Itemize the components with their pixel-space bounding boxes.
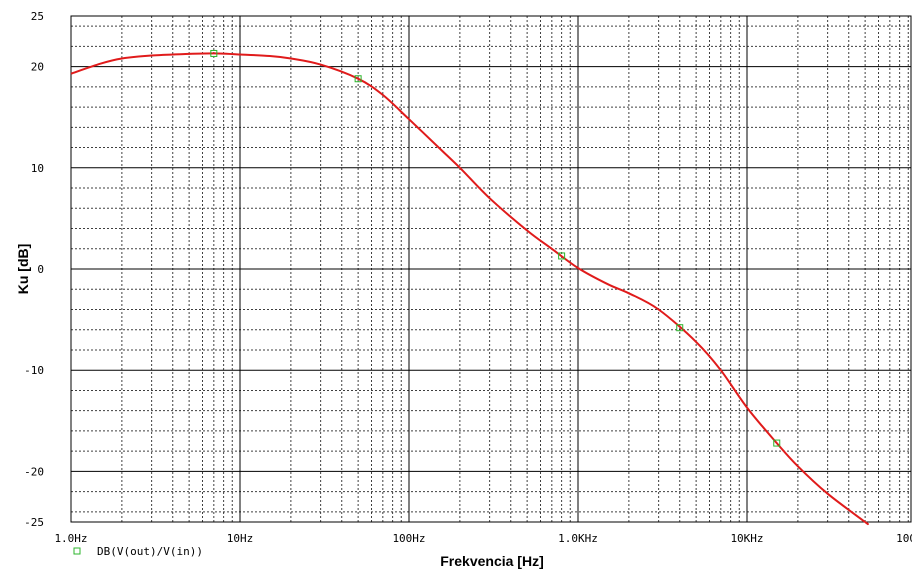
plot-frame (70, 15, 912, 523)
series-marker (773, 439, 781, 447)
major-grid (71, 16, 911, 522)
x-tick-labels: 1.0Hz 10Hz 100Hz 1.0KHz 10KHz 100KHz (54, 532, 912, 545)
y-tick-label: -25 (24, 516, 44, 529)
legend-marker-icon (73, 547, 81, 555)
y-tick-label: 25 (31, 10, 44, 23)
x-axis-label: Frekvencia [Hz] (440, 553, 543, 569)
x-tick-label: 100KHz (896, 532, 912, 545)
legend: DB(V(out)/V(in)) (73, 545, 203, 558)
x-tick-label: 100Hz (392, 532, 425, 545)
y-tick-label: 0 (37, 263, 44, 276)
y-tick-label: 20 (31, 61, 44, 74)
x-tick-label: 10Hz (227, 532, 254, 545)
legend-label: DB(V(out)/V(in)) (97, 545, 203, 558)
series-marker (676, 324, 684, 332)
y-tick-labels: 25 20 10 0 -10 -20 -25 (24, 10, 44, 529)
x-tick-label: 1.0Hz (54, 532, 87, 545)
series-line (70, 52, 869, 526)
x-tick-label: 1.0KHz (558, 532, 598, 545)
series-marker (558, 252, 566, 260)
y-axis-label: Ku [dB] (15, 244, 31, 295)
y-tick-label: 10 (31, 162, 44, 175)
y-tick-label: -10 (24, 364, 44, 377)
x-tick-label: 10KHz (730, 532, 763, 545)
y-tick-label: -20 (24, 465, 44, 478)
series-markers (210, 49, 781, 447)
series-marker (210, 49, 218, 57)
series-marker (354, 75, 362, 83)
